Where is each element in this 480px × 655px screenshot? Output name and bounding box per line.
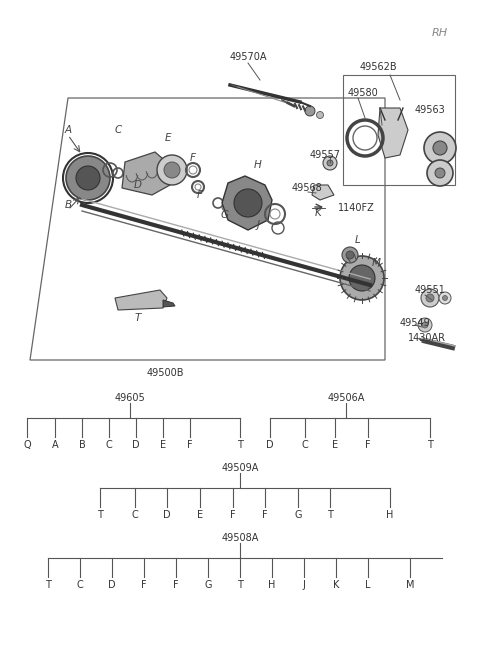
Text: H: H	[268, 580, 276, 590]
Text: T: T	[97, 510, 103, 520]
Text: 49557: 49557	[310, 150, 341, 160]
Polygon shape	[122, 152, 170, 195]
Circle shape	[422, 322, 428, 328]
Text: F: F	[230, 510, 236, 520]
Circle shape	[157, 155, 187, 185]
Text: E: E	[165, 133, 171, 143]
Text: B: B	[64, 200, 72, 210]
Text: C: C	[301, 440, 308, 450]
Text: G: G	[204, 580, 212, 590]
Text: F: F	[262, 510, 268, 520]
Text: E: E	[160, 440, 166, 450]
Text: T: T	[327, 510, 333, 520]
Text: 49570A: 49570A	[229, 52, 267, 62]
Text: M: M	[372, 258, 381, 268]
Text: L: L	[365, 580, 371, 590]
Text: F: F	[173, 580, 179, 590]
Polygon shape	[222, 176, 272, 230]
Polygon shape	[163, 300, 175, 307]
Circle shape	[349, 265, 375, 291]
Text: F: F	[187, 440, 193, 450]
Text: D: D	[134, 180, 142, 190]
Text: 49549: 49549	[400, 318, 431, 328]
Polygon shape	[378, 108, 408, 158]
Circle shape	[340, 256, 384, 300]
Circle shape	[342, 247, 358, 263]
Circle shape	[433, 141, 447, 155]
Text: T: T	[427, 440, 433, 450]
Text: H: H	[386, 510, 394, 520]
Circle shape	[426, 294, 434, 302]
Text: D: D	[266, 440, 274, 450]
Circle shape	[346, 251, 354, 259]
Text: D: D	[132, 440, 140, 450]
Circle shape	[66, 156, 110, 200]
Text: C: C	[114, 125, 121, 135]
Circle shape	[427, 160, 453, 186]
Text: G: G	[294, 510, 302, 520]
Circle shape	[305, 106, 315, 116]
Text: 49580: 49580	[348, 88, 379, 98]
Text: A: A	[64, 125, 72, 135]
Circle shape	[323, 156, 337, 170]
Text: 49506A: 49506A	[327, 393, 365, 403]
Text: E: E	[197, 510, 203, 520]
Text: 49562B: 49562B	[359, 62, 397, 72]
Text: 49605: 49605	[115, 393, 145, 403]
Circle shape	[443, 295, 447, 301]
Text: 49508A: 49508A	[221, 533, 259, 543]
Circle shape	[316, 111, 324, 119]
Text: D: D	[163, 510, 171, 520]
Circle shape	[418, 318, 432, 332]
Text: F: F	[365, 440, 371, 450]
Polygon shape	[312, 185, 334, 200]
Text: J: J	[256, 220, 260, 230]
Text: 49568: 49568	[292, 183, 323, 193]
Text: T: T	[237, 440, 243, 450]
Circle shape	[421, 289, 439, 307]
Text: J: J	[302, 580, 305, 590]
Text: F: F	[190, 153, 196, 163]
Text: 1430AR: 1430AR	[408, 333, 446, 343]
Text: T: T	[45, 580, 51, 590]
Circle shape	[234, 189, 262, 217]
Text: B: B	[79, 440, 85, 450]
Text: H: H	[254, 160, 262, 170]
Circle shape	[76, 166, 100, 190]
Text: E: E	[332, 440, 338, 450]
Text: G: G	[221, 210, 229, 220]
Text: M: M	[406, 580, 414, 590]
Text: Q: Q	[23, 440, 31, 450]
Text: C: C	[132, 510, 138, 520]
Text: T: T	[135, 313, 141, 323]
Text: C: C	[77, 580, 84, 590]
Text: C: C	[106, 440, 112, 450]
Text: T: T	[237, 580, 243, 590]
Text: 49500B: 49500B	[146, 368, 184, 378]
Text: F: F	[197, 190, 203, 200]
Circle shape	[327, 160, 333, 166]
Text: 49563: 49563	[415, 105, 446, 115]
Circle shape	[439, 292, 451, 304]
Text: L: L	[355, 235, 361, 245]
Circle shape	[435, 168, 445, 178]
Circle shape	[424, 132, 456, 164]
Text: D: D	[108, 580, 116, 590]
Text: 49509A: 49509A	[221, 463, 259, 473]
Text: A: A	[52, 440, 58, 450]
Text: F: F	[141, 580, 147, 590]
Text: K: K	[333, 580, 339, 590]
Text: RH: RH	[432, 28, 448, 38]
Text: 1140FZ: 1140FZ	[338, 203, 375, 213]
Text: 49551: 49551	[415, 285, 446, 295]
Text: K: K	[314, 208, 322, 218]
Circle shape	[164, 162, 180, 178]
Polygon shape	[115, 290, 167, 310]
